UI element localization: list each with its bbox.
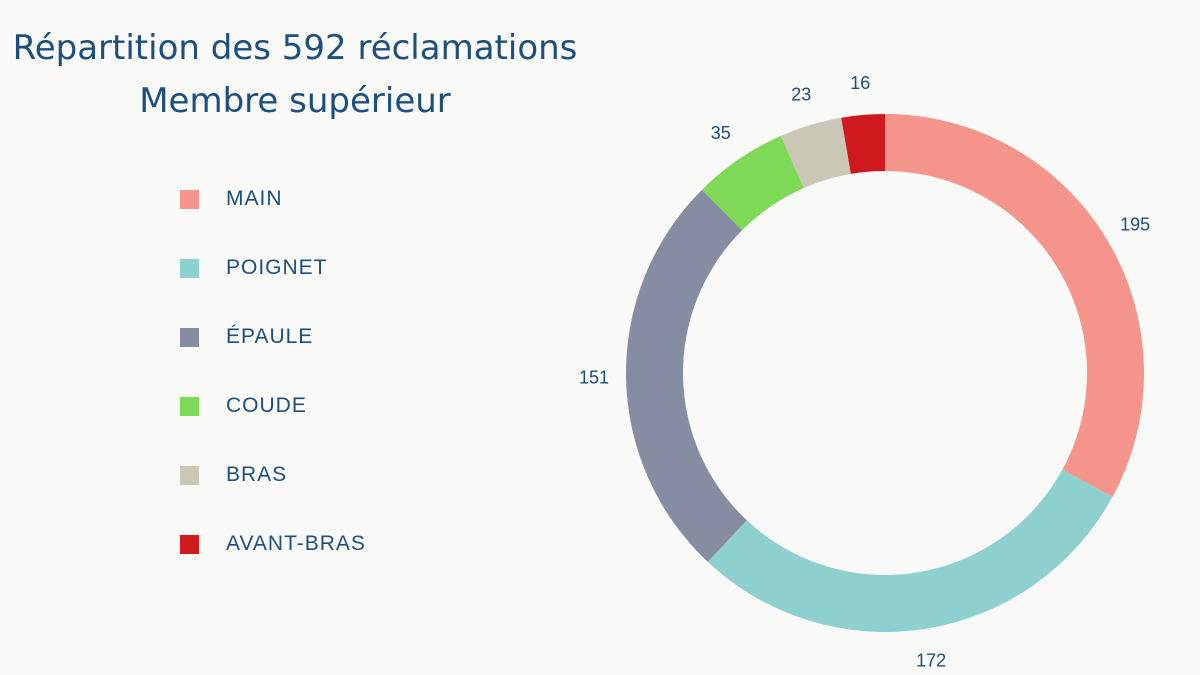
value-label-bras: 23 <box>791 84 811 104</box>
legend: MAIN POIGNET ÉPAULE COUDE BRAS AVANT-BRA… <box>180 185 366 599</box>
legend-label-poignet: POIGNET <box>226 256 328 279</box>
value-label-poignet: 172 <box>916 650 946 670</box>
legend-label-bras: BRAS <box>226 463 288 486</box>
legend-swatch-avant-bras <box>180 535 199 554</box>
donut-value-labels: 195 172 151 35 23 16 <box>579 73 1150 670</box>
legend-item-coude: COUDE <box>180 392 366 461</box>
legend-item-epaule: ÉPAULE <box>180 323 366 392</box>
legend-label-epaule: ÉPAULE <box>226 325 314 348</box>
donut-slice-bras <box>780 117 851 189</box>
legend-label-avant-bras: AVANT-BRAS <box>226 532 366 555</box>
donut-slice-poignet <box>707 469 1113 632</box>
chart-title-block: Répartition des 592 réclamations Membre … <box>0 22 590 128</box>
legend-swatch-poignet <box>180 259 199 278</box>
legend-item-poignet: POIGNET <box>180 254 366 323</box>
value-label-avant-bras: 16 <box>850 73 870 93</box>
donut-slices <box>626 114 1144 632</box>
legend-label-main: MAIN <box>226 187 283 210</box>
legend-swatch-main <box>180 190 199 209</box>
donut-slice-avant-bras <box>841 114 885 174</box>
value-label-épaule: 151 <box>579 368 609 388</box>
donut-slice-épaule <box>626 189 747 562</box>
chart-subtitle: Membre supérieur <box>139 81 451 121</box>
legend-item-main: MAIN <box>180 185 366 254</box>
donut-slice-coude <box>701 135 804 231</box>
legend-item-bras: BRAS <box>180 461 366 530</box>
legend-swatch-coude <box>180 397 199 416</box>
value-label-coude: 35 <box>711 123 731 143</box>
donut-slice-main <box>885 114 1144 497</box>
legend-swatch-epaule <box>180 328 199 347</box>
legend-swatch-bras <box>180 466 199 485</box>
chart-title: Répartition des 592 réclamations <box>12 28 578 68</box>
donut-chart: 195 172 151 35 23 16 <box>579 73 1150 670</box>
legend-label-coude: COUDE <box>226 394 307 417</box>
value-label-main: 195 <box>1120 214 1150 234</box>
legend-item-avant-bras: AVANT-BRAS <box>180 530 366 599</box>
